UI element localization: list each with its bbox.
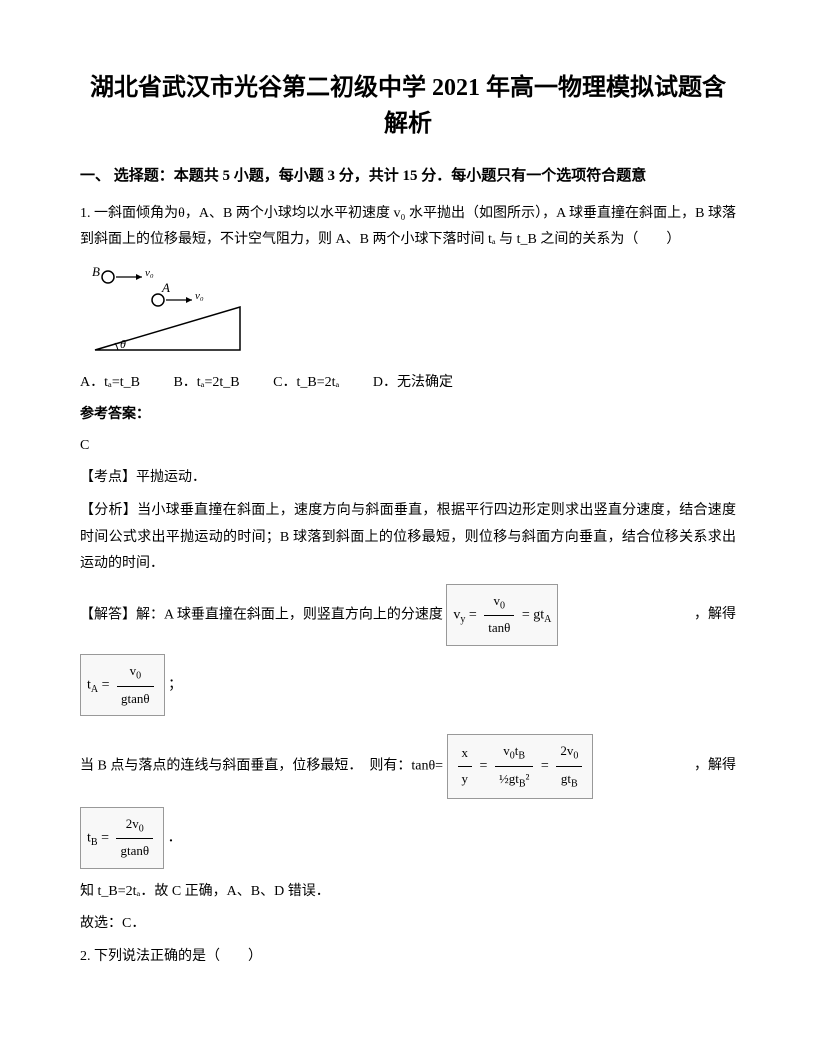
formula-ta: tA = v0gtanθ: [80, 654, 165, 716]
q1-option-b: B．tₐ=2t_B: [173, 375, 239, 390]
q1-analysis: 【分析】当小球垂直撞在斜面上，速度方向与斜面垂直，根据平行四边形定则求出竖直分速…: [80, 498, 736, 578]
diagram-label-a: A: [161, 280, 170, 295]
answer-label: 参考答案：: [80, 402, 736, 429]
q1-text: 1. 一斜面倾角为θ，A、B 两个小球均以水平初速度 v₀ 水平抛出（如图所示）…: [80, 201, 736, 254]
q1-solve-line1: 【解答】解：A 球垂直撞在斜面上，则竖直方向上的分速度 vy = v0tanθ …: [80, 584, 736, 646]
formula-tb: tB = 2v0gtanθ: [80, 807, 164, 869]
q1-diagram: B v₀ A v₀ θ: [80, 262, 260, 362]
q1-answer: C: [80, 433, 736, 460]
q1-option-c: C．t_B=2tₐ: [273, 375, 339, 390]
q1-option-a: A．tₐ=t_B: [80, 375, 140, 390]
formula-ratio: xy = v0tB½gtB² = 2v0gtB: [447, 734, 594, 798]
page-title: 湖北省武汉市光谷第二初级中学 2021 年高一物理模拟试题含解析: [80, 70, 736, 142]
q1-point: 【考点】平抛运动．: [80, 465, 736, 492]
q1-conclusion2: 故选：C．: [80, 911, 736, 938]
q1-solve-line2: 当 B 点与落点的连线与斜面垂直，位移最短． 则有：tanθ= xy = v0t…: [80, 734, 736, 798]
section-header: 一、 选择题：本题共 5 小题，每小题 3 分，共计 15 分．每小题只有一个选…: [80, 162, 736, 191]
formula-tb-block: tB = 2v0gtanθ ．: [80, 807, 736, 869]
diagram-v0-b: v₀: [145, 267, 154, 279]
q1-option-d: D．无法确定: [373, 375, 453, 390]
q1-options: A．tₐ=t_B B．tₐ=2t_B C．t_B=2tₐ D．无法确定: [80, 370, 736, 397]
formula-vy: vy = v0tanθ = gtA: [446, 584, 558, 646]
diagram-label-b: B: [92, 264, 100, 279]
q2-text: 2. 下列说法正确的是（ ）: [80, 944, 736, 971]
formula-ta-block: tA = v0gtanθ ；: [80, 654, 736, 716]
diagram-v0-a: v₀: [195, 290, 204, 302]
diagram-theta: θ: [120, 337, 126, 351]
q1-conclusion1: 知 t_B=2tₐ．故 C 正确，A、B、D 错误．: [80, 879, 736, 906]
